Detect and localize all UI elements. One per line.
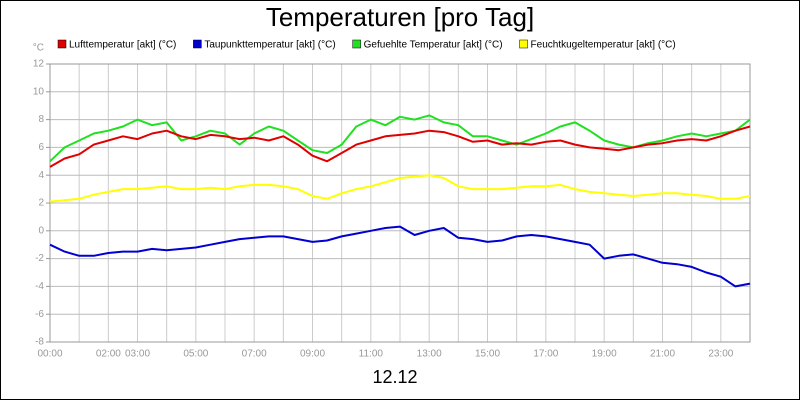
series-line <box>49 225 751 288</box>
x-tick-label: 19:00 <box>592 349 617 360</box>
x-tick-label: 21:00 <box>650 349 675 360</box>
y-tick-label: 0 <box>38 225 44 236</box>
y-tick-label: 10 <box>33 86 45 97</box>
y-tick-label: 8 <box>38 114 44 125</box>
legend-label: Gefuehlte Temperatur [akt] (°C) <box>364 40 503 51</box>
x-tick-label: 13:00 <box>417 349 442 360</box>
series-line <box>49 174 751 203</box>
chart-title: Temperaturen [pro Tag] <box>266 2 534 32</box>
y-tick-label: 6 <box>38 142 44 153</box>
x-tick-label: 07:00 <box>242 349 267 360</box>
y-tick-label: 4 <box>38 170 44 181</box>
legend-label: Lufttemperatur [akt] (°C) <box>69 40 176 51</box>
y-tick-label: -8 <box>35 337 44 348</box>
legend-label: Taupunkttemperatur [akt] (°C) <box>204 40 335 51</box>
series-line <box>49 125 751 168</box>
x-tick-label: 03:00 <box>125 349 150 360</box>
x-tick-label: 09:00 <box>300 349 325 360</box>
x-tick-label: 05:00 <box>183 349 208 360</box>
x-tick-label: 15:00 <box>475 349 500 360</box>
y-tick-label: 2 <box>38 198 44 209</box>
y-tick-label: 12 <box>33 59 45 70</box>
x-tick-label: 23:00 <box>708 349 733 360</box>
y-tick-label: -6 <box>35 309 44 320</box>
x-tick-label: 17:00 <box>533 349 558 360</box>
y-tick-label: -2 <box>35 253 44 264</box>
legend-swatch <box>519 39 528 49</box>
y-axis-label: °C <box>33 43 44 54</box>
x-tick-label: 00:00 <box>37 349 62 360</box>
legend-swatch <box>193 39 202 49</box>
y-tick-label: -4 <box>35 281 44 292</box>
x-tick-label: 11:00 <box>359 349 384 360</box>
plot-border <box>49 63 751 343</box>
x-tick-label: 02:00 <box>96 349 121 360</box>
legend-swatch <box>352 39 361 49</box>
legend-label: Feuchtkugeltemperatur [akt] (°C) <box>531 40 676 51</box>
legend-swatch <box>57 39 67 49</box>
x-axis-label: 12.12 <box>372 367 417 387</box>
